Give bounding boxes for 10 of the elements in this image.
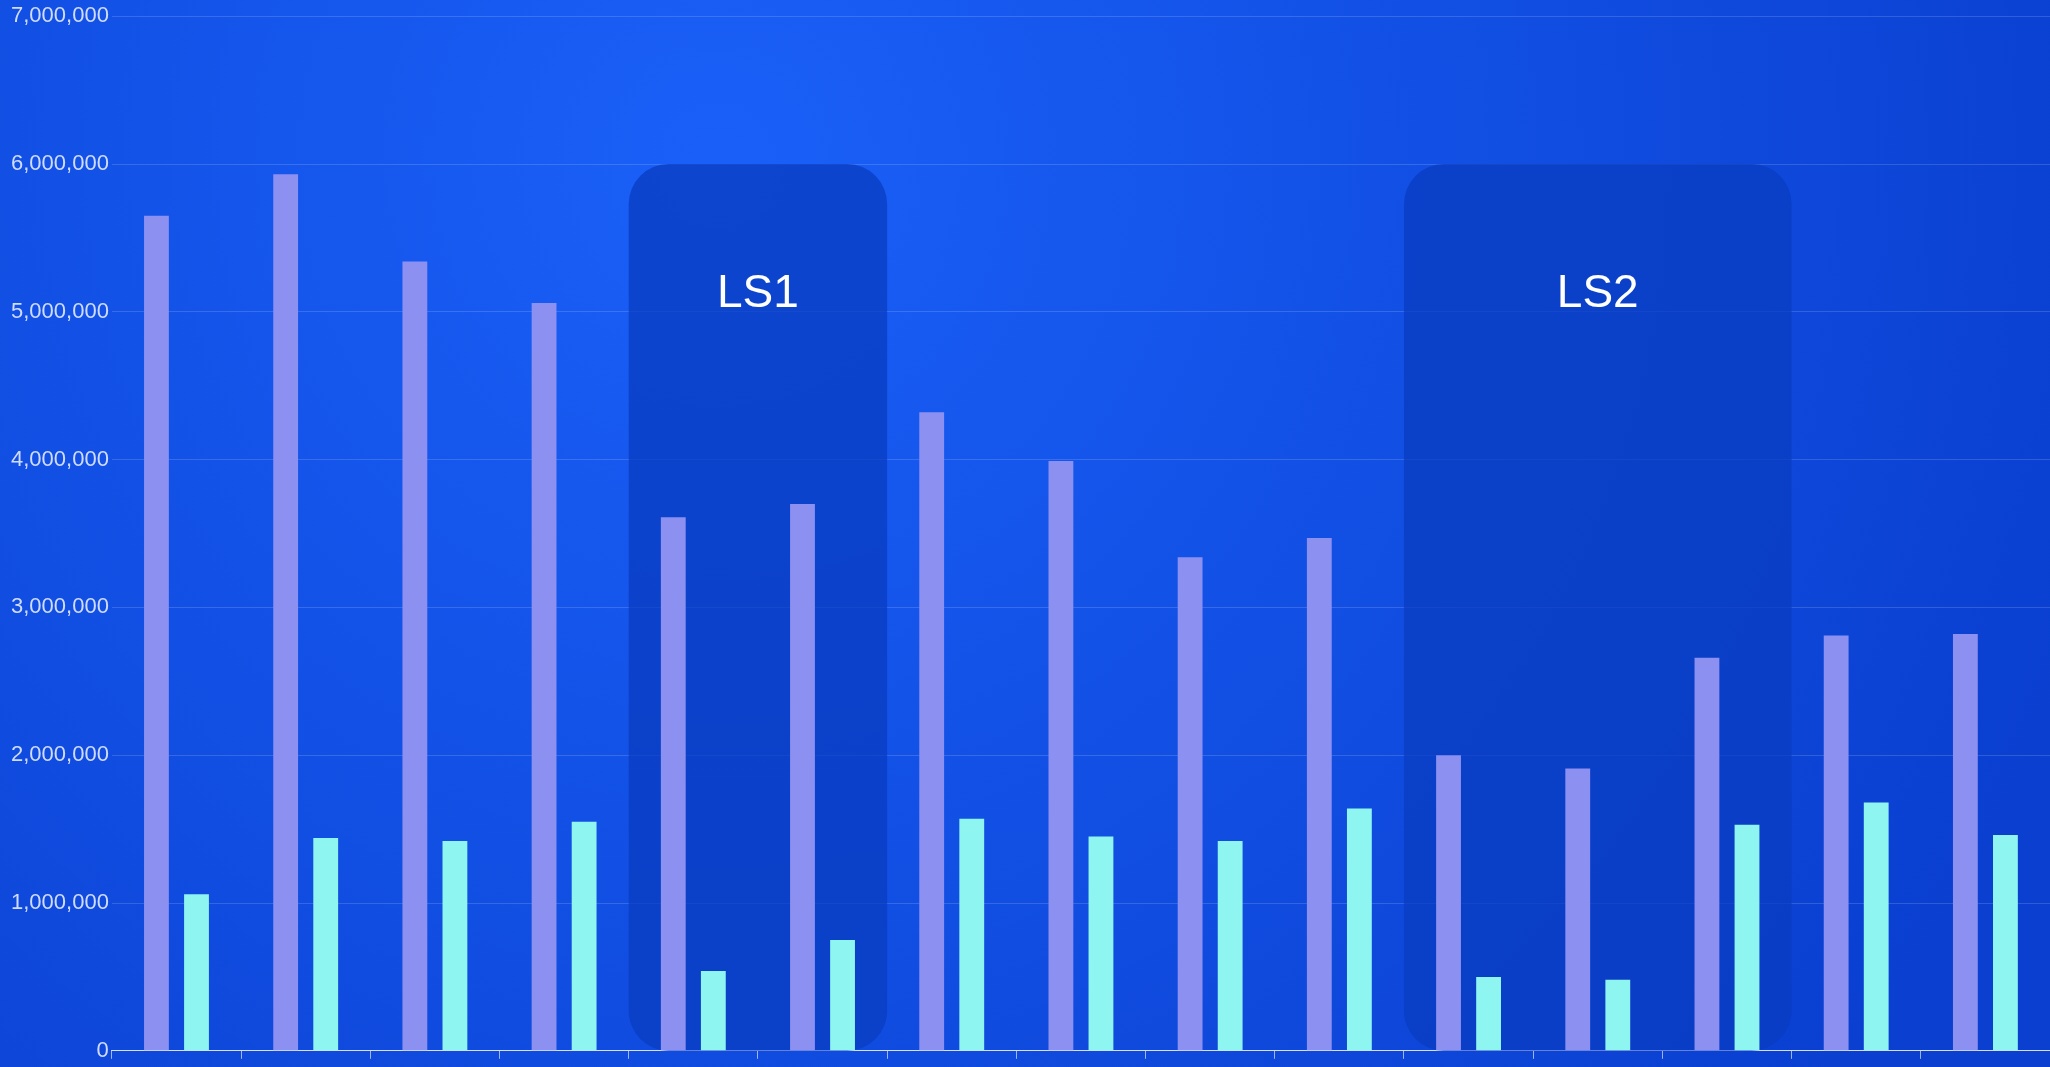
annotation: LS2 (1556, 264, 1639, 317)
y-tick-label: 6,000,000 (11, 150, 109, 176)
y-tick-label: 7,000,000 (11, 2, 109, 28)
y-tick-label: 3,000,000 (11, 593, 109, 619)
y-tick-label: 1,000,000 (11, 889, 109, 915)
y-tick-label: 2,000,000 (11, 741, 109, 767)
y-tick-label: 4,000,000 (11, 445, 109, 471)
annotation: LS1 (716, 264, 799, 317)
y-tick-label: 0 (96, 1036, 109, 1062)
y-tick-label: 5,000,000 (11, 297, 109, 323)
